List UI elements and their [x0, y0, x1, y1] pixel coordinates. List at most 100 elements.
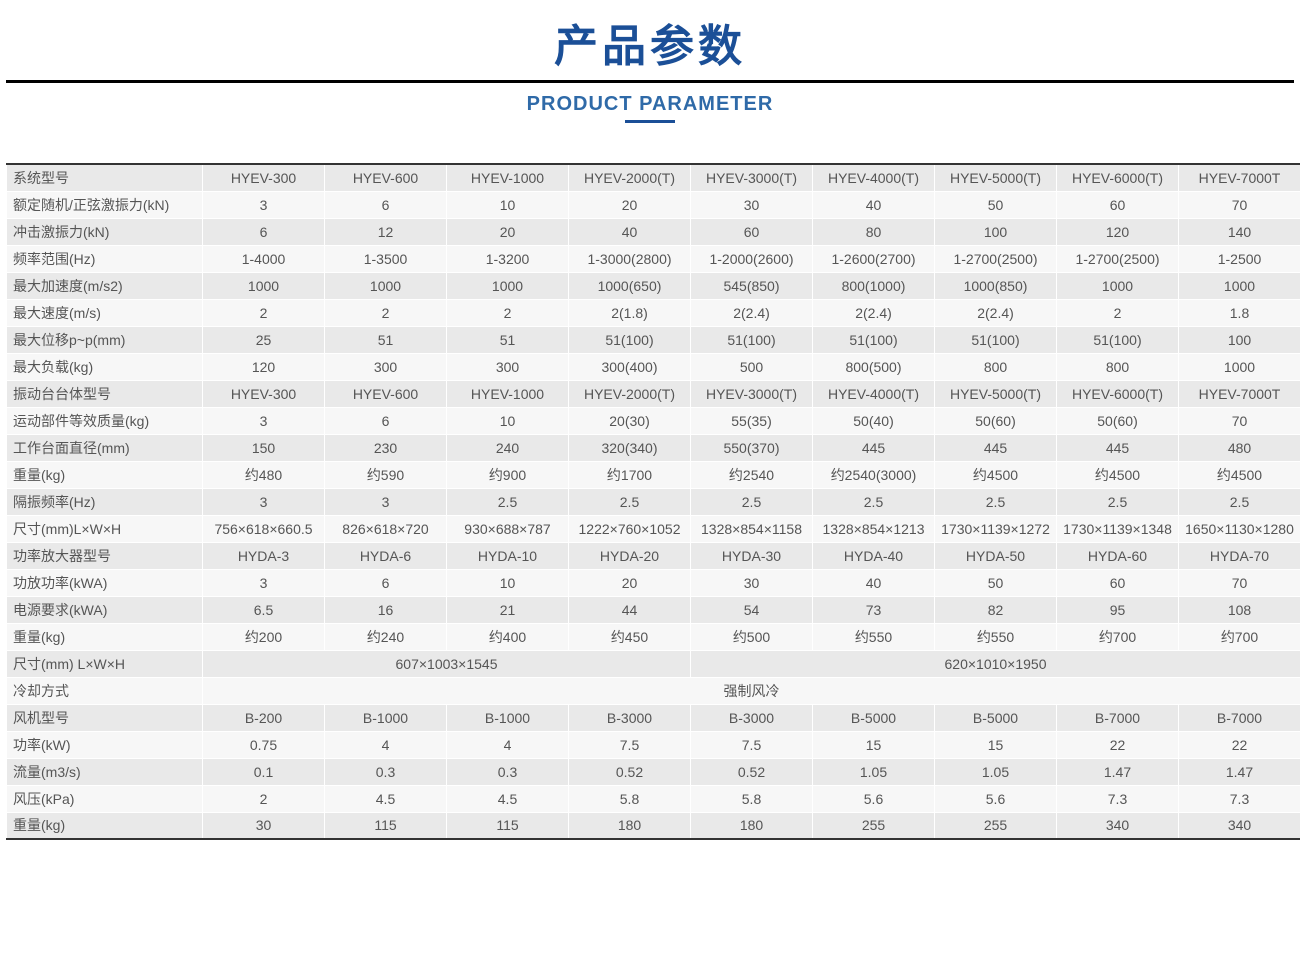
- row-value: 3: [325, 488, 447, 515]
- row-value: 54: [691, 596, 813, 623]
- row-label: 最大加速度(m/s2): [7, 272, 203, 299]
- row-value: 20: [447, 218, 569, 245]
- row-value: 约200: [203, 623, 325, 650]
- row-label: 重量(kg): [7, 461, 203, 488]
- row-value: 445: [1057, 434, 1179, 461]
- row-value: 1000: [447, 272, 569, 299]
- row-label: 工作台面直径(mm): [7, 434, 203, 461]
- row-value: 30: [691, 569, 813, 596]
- row-value: 约700: [1179, 623, 1300, 650]
- table-row: 风机型号B-200B-1000B-1000B-3000B-3000B-5000B…: [7, 704, 1300, 731]
- row-value: 0.1: [203, 758, 325, 785]
- row-value: 30: [203, 812, 325, 839]
- table-row: 流量(m3/s)0.10.30.30.520.521.051.051.471.4…: [7, 758, 1300, 785]
- row-value: 140: [1179, 218, 1300, 245]
- row-value: 70: [1179, 191, 1300, 218]
- row-value: HYEV-3000(T): [691, 164, 813, 191]
- row-value: 50: [935, 569, 1057, 596]
- row-value: HYDA-30: [691, 542, 813, 569]
- row-value: HYDA-60: [1057, 542, 1179, 569]
- row-label: 功率(kW): [7, 731, 203, 758]
- title-divider: [6, 80, 1294, 83]
- row-value: 1-2000(2600): [691, 245, 813, 272]
- table-row: 最大负载(kg)120300300300(400)500800(500)8008…: [7, 353, 1300, 380]
- row-value: 20: [569, 569, 691, 596]
- row-value: 70: [1179, 407, 1300, 434]
- row-value: 16: [325, 596, 447, 623]
- row-value: 0.75: [203, 731, 325, 758]
- row-value: 约400: [447, 623, 569, 650]
- row-value: B-7000: [1179, 704, 1300, 731]
- row-label: 最大位移p~p(mm): [7, 326, 203, 353]
- row-label: 电源要求(kWA): [7, 596, 203, 623]
- row-value: 50(40): [813, 407, 935, 434]
- row-label: 功放功率(kWA): [7, 569, 203, 596]
- table-row: 功率(kW)0.75447.57.515152222: [7, 731, 1300, 758]
- row-value: 1-2500: [1179, 245, 1300, 272]
- row-value: 607×1003×1545: [203, 650, 691, 677]
- row-value: HYEV-5000(T): [935, 164, 1057, 191]
- row-value: HYEV-4000(T): [813, 380, 935, 407]
- table-row: 隔振频率(Hz)332.52.52.52.52.52.52.5: [7, 488, 1300, 515]
- row-value: HYEV-4000(T): [813, 164, 935, 191]
- row-value: 51(100): [1057, 326, 1179, 353]
- row-value: 826×618×720: [325, 515, 447, 542]
- row-value: 约4500: [1057, 461, 1179, 488]
- table-row: 最大位移p~p(mm)25515151(100)51(100)51(100)51…: [7, 326, 1300, 353]
- row-value: 约1700: [569, 461, 691, 488]
- row-label: 尺寸(mm) L×W×H: [7, 650, 203, 677]
- row-value: 1-2600(2700): [813, 245, 935, 272]
- row-value: HYDA-10: [447, 542, 569, 569]
- row-value: 1328×854×1158: [691, 515, 813, 542]
- row-value: 120: [1057, 218, 1179, 245]
- row-value: 约550: [935, 623, 1057, 650]
- row-value: 115: [447, 812, 569, 839]
- row-value: 445: [813, 434, 935, 461]
- row-value: 3: [203, 569, 325, 596]
- row-value: 80: [813, 218, 935, 245]
- row-value: 930×688×787: [447, 515, 569, 542]
- row-value: 约2540: [691, 461, 813, 488]
- row-value: 1-3200: [447, 245, 569, 272]
- row-value: HYDA-50: [935, 542, 1057, 569]
- row-value: 100: [935, 218, 1057, 245]
- row-value: 6: [325, 569, 447, 596]
- row-value: 约240: [325, 623, 447, 650]
- row-value: 60: [1057, 191, 1179, 218]
- row-value: 约550: [813, 623, 935, 650]
- row-value: HYEV-6000(T): [1057, 380, 1179, 407]
- row-value: 51(100): [813, 326, 935, 353]
- row-value: 7.5: [691, 731, 813, 758]
- row-value: HYEV-7000T: [1179, 164, 1300, 191]
- row-value: 60: [1057, 569, 1179, 596]
- row-value: 约500: [691, 623, 813, 650]
- row-value: B-5000: [935, 704, 1057, 731]
- table-row: 功放功率(kWA)3610203040506070: [7, 569, 1300, 596]
- row-value: 1222×760×1052: [569, 515, 691, 542]
- row-value: 约2540(3000): [813, 461, 935, 488]
- row-value: 1-2700(2500): [1057, 245, 1179, 272]
- row-value: 44: [569, 596, 691, 623]
- table-row: 重量(kg)30115115180180255255340340: [7, 812, 1300, 839]
- row-value: 4.5: [447, 785, 569, 812]
- row-value: 2.5: [1057, 488, 1179, 515]
- table-row: 额定随机/正弦激振力(kN)3610203040506070: [7, 191, 1300, 218]
- row-value: 1000: [1179, 353, 1300, 380]
- row-value: 2.5: [447, 488, 569, 515]
- row-value: 1-4000: [203, 245, 325, 272]
- row-value: 0.52: [569, 758, 691, 785]
- row-value: 95: [1057, 596, 1179, 623]
- row-label: 功率放大器型号: [7, 542, 203, 569]
- row-value: 12: [325, 218, 447, 245]
- table-row: 振动台台体型号HYEV-300HYEV-600HYEV-1000HYEV-200…: [7, 380, 1300, 407]
- row-value: 约4500: [1179, 461, 1300, 488]
- row-value: 2.5: [935, 488, 1057, 515]
- row-value: 1000: [203, 272, 325, 299]
- row-value: 180: [691, 812, 813, 839]
- row-value: 51(100): [935, 326, 1057, 353]
- row-value: HYEV-600: [325, 164, 447, 191]
- row-value: 300(400): [569, 353, 691, 380]
- row-value: 2: [1057, 299, 1179, 326]
- row-value: 20(30): [569, 407, 691, 434]
- table-row: 冲击激振力(kN)61220406080100120140: [7, 218, 1300, 245]
